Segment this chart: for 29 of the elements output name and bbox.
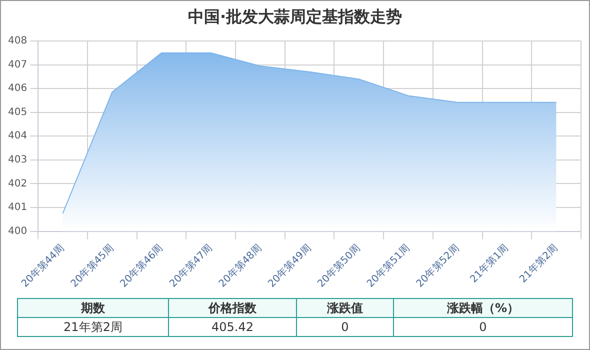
y-tick-label: 400 [8, 226, 28, 237]
y-tick-label: 408 [8, 36, 28, 47]
y-tick-label: 405 [8, 106, 28, 118]
x-tick-label: 20年第46周 [118, 242, 166, 290]
text: 21年第2周 [18, 318, 168, 336]
text: 0 [394, 318, 572, 336]
y-tick-label: 402 [8, 178, 28, 190]
text: 价格指数 [168, 298, 296, 318]
text: 期数 [18, 298, 168, 318]
y-tick-label: 401 [8, 202, 28, 214]
x-tick-label: 21年第1周 [468, 242, 511, 286]
x-tick-label: 20年第48周 [216, 242, 264, 290]
text: 0 [296, 318, 394, 336]
chart-title: 中国·批发大蒜周定基指数走势 [186, 7, 404, 28]
y-tick-label: 406 [8, 83, 28, 94]
x-tick-label: 20年第44周 [19, 242, 67, 290]
text: 涨跌幅（%） [394, 298, 572, 318]
text: 涨跌值 [296, 298, 394, 318]
x-tick-label: 20年第49周 [266, 242, 314, 290]
x-tick-label: 20年第45周 [68, 242, 116, 290]
y-tick-label: 407 [8, 59, 28, 70]
x-tick-label: 20年第50周 [315, 242, 363, 290]
x-tick-label: 20年第52周 [414, 242, 462, 290]
x-tick-label: 20年第51周 [364, 242, 412, 290]
y-tick-label: 403 [8, 154, 28, 166]
x-tick-label: 21年第2周 [517, 242, 560, 286]
text: 405.42 [168, 318, 296, 336]
y-tick-label: 404 [8, 130, 28, 142]
x-tick-label: 20年第47周 [167, 242, 215, 290]
